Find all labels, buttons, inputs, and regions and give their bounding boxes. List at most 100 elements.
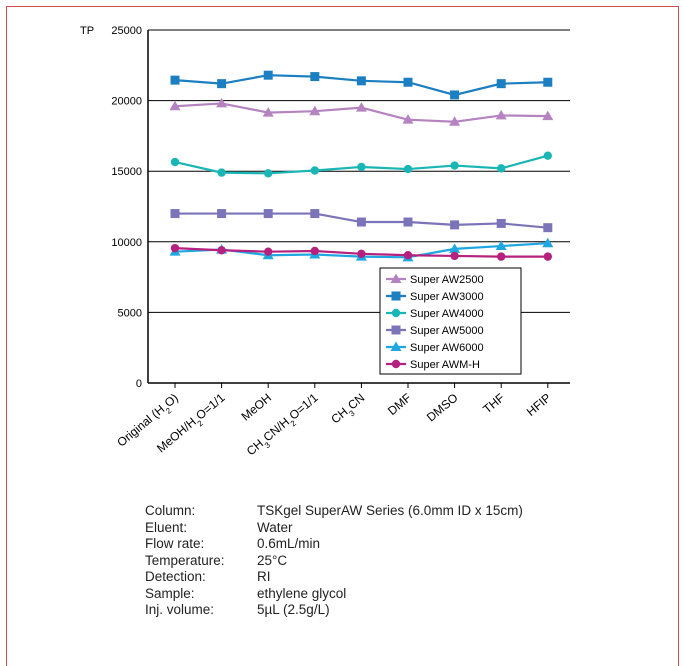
data-point <box>403 251 413 260</box>
data-point <box>264 247 273 256</box>
data-point <box>170 157 180 167</box>
y-tick-label: 25000 <box>111 25 142 37</box>
legend-label: Super AW5000 <box>410 325 484 337</box>
data-point <box>496 79 506 89</box>
data-point <box>495 109 507 120</box>
data-point <box>543 252 552 261</box>
condition-label: Detection: <box>145 569 206 584</box>
data-point <box>262 107 274 117</box>
series <box>170 70 553 100</box>
condition-label: Flow rate: <box>145 536 205 551</box>
legend-label: Super AW4000 <box>410 308 484 320</box>
condition-row: Eluent: Water <box>145 520 523 537</box>
subscript: 3 <box>263 440 273 450</box>
y-tick-label: 15000 <box>111 166 142 178</box>
label-part: DMSO <box>424 391 461 425</box>
data-point <box>497 252 506 261</box>
data-point <box>310 246 319 256</box>
y-tick-label: 0 <box>136 378 142 390</box>
data-point <box>391 359 401 369</box>
condition-row: Sample: ethylene glycol <box>145 586 523 603</box>
label-part: DMF <box>385 391 414 418</box>
condition-value: TSKgel SuperAW Series (6.0mm ID x 15cm) <box>257 503 523 518</box>
x-tick-label: CH3CN <box>328 391 369 430</box>
condition-label: Column: <box>145 503 196 518</box>
data-point <box>449 116 461 126</box>
data-point <box>170 243 180 253</box>
data-point <box>390 341 402 351</box>
data-point <box>217 168 226 177</box>
legend-label: Super AW3000 <box>410 291 484 303</box>
data-point <box>217 209 227 219</box>
condition-row: Temperature: 25°C <box>145 553 523 570</box>
data-point <box>170 75 180 85</box>
subscript: 3 <box>347 408 357 418</box>
data-point <box>390 273 402 283</box>
data-point <box>310 209 320 219</box>
data-point <box>403 217 413 227</box>
data-point <box>450 161 459 170</box>
x-tick-label: HFIP <box>524 391 554 419</box>
condition-value: 25°C <box>257 552 288 568</box>
data-point <box>357 162 366 172</box>
legend: Super AW2500 Super AW3000 Super AW4000 Supe… <box>379 267 522 375</box>
data-point <box>356 217 366 227</box>
data-point <box>391 291 401 301</box>
data-point <box>450 90 460 100</box>
legend-label: Super AW6000 <box>410 342 484 354</box>
data-point <box>309 105 321 116</box>
condition-label: Inj. volume: <box>145 602 215 617</box>
data-point <box>450 220 460 230</box>
data-point <box>402 114 414 124</box>
data-point <box>169 100 181 111</box>
label-part: CH <box>328 405 350 427</box>
label-part: O=1/1 <box>286 390 321 422</box>
data-point <box>217 246 226 255</box>
condition-row: Column: TSKgel SuperAW Series (6.0mm ID x… <box>145 503 523 520</box>
data-point <box>403 77 413 87</box>
figure-frame <box>6 6 679 666</box>
condition-row: Detection: RI <box>145 569 523 586</box>
data-point <box>355 102 367 112</box>
y-axis-label: TP <box>80 25 94 37</box>
conditions-table: Column: TSKgel SuperAW Series (6.0mm ID x… <box>145 503 523 619</box>
condition-label: Eluent: <box>145 519 188 535</box>
condition-value: RI <box>257 569 271 584</box>
y-tick-label: 5000 <box>118 307 142 319</box>
x-tick-labels: Original (H2O)MeOH/H2O=1/1 MeOHCH3CN/H2O=… <box>114 390 554 458</box>
data-point <box>391 325 401 335</box>
label-part: MeOH/H <box>154 415 199 456</box>
data-point <box>543 223 553 233</box>
y-tick-label: 10000 <box>111 237 142 249</box>
data-point <box>497 164 506 173</box>
data-point <box>543 77 553 87</box>
data-point <box>450 251 459 261</box>
label-part: MeOH <box>239 391 275 424</box>
data-point <box>449 243 461 253</box>
series <box>170 151 552 178</box>
data-point <box>216 97 228 108</box>
data-point <box>356 76 366 86</box>
data-point <box>264 169 273 178</box>
data-point <box>217 79 227 89</box>
data-point <box>543 151 552 160</box>
subscript: 2 <box>164 405 174 415</box>
label-part: CN/H <box>261 415 292 445</box>
condition-row: Inj. volume: 5µL (2.5g/L) <box>145 602 523 619</box>
series <box>170 209 553 233</box>
subscript: 2 <box>195 418 205 428</box>
data-point <box>403 164 413 174</box>
legend-item: Super AWM-H <box>386 359 480 371</box>
y-tick-label: 20000 <box>111 96 142 108</box>
data-point <box>495 240 507 251</box>
data-point <box>310 72 320 82</box>
legend-item: Super AW4000 <box>386 308 484 320</box>
legend-box <box>379 267 522 375</box>
series-lines <box>169 70 554 262</box>
axes: 0 5000 10000 15000 20000 25000 TP <box>80 25 570 390</box>
legend-item: Super AW5000 <box>386 325 484 337</box>
condition-row: Flow rate: 0.6mL/min <box>145 536 523 553</box>
legend-item: Super AW2500 <box>386 273 484 286</box>
legend-label: Super AWM-H <box>410 359 480 371</box>
